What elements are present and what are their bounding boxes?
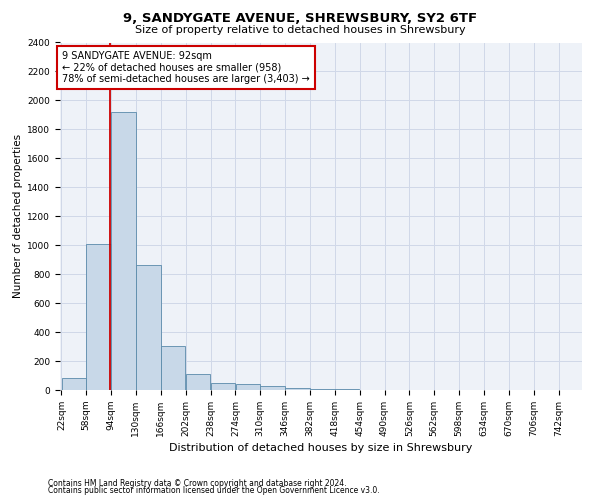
Text: Contains public sector information licensed under the Open Government Licence v3: Contains public sector information licen… (48, 486, 380, 495)
Text: Contains HM Land Registry data © Crown copyright and database right 2024.: Contains HM Land Registry data © Crown c… (48, 478, 347, 488)
Bar (285, 388, 310, 390)
Bar (86, 244, 111, 390)
Text: Size of property relative to detached houses in Shrewsbury: Size of property relative to detached ho… (134, 25, 466, 35)
Bar (111, 112, 136, 390)
Bar (161, 346, 185, 390)
Bar (186, 374, 211, 390)
Text: 9, SANDYGATE AVENUE, SHREWSBURY, SY2 6TF: 9, SANDYGATE AVENUE, SHREWSBURY, SY2 6TF (123, 12, 477, 26)
Bar (62, 378, 86, 390)
Bar (236, 384, 260, 390)
Bar (136, 266, 161, 390)
Bar (211, 383, 235, 390)
Y-axis label: Number of detached properties: Number of detached properties (13, 134, 23, 298)
Bar (260, 386, 285, 390)
Text: 9 SANDYGATE AVENUE: 92sqm
← 22% of detached houses are smaller (958)
78% of semi: 9 SANDYGATE AVENUE: 92sqm ← 22% of detac… (62, 51, 310, 84)
X-axis label: Distribution of detached houses by size in Shrewsbury: Distribution of detached houses by size … (169, 443, 473, 453)
